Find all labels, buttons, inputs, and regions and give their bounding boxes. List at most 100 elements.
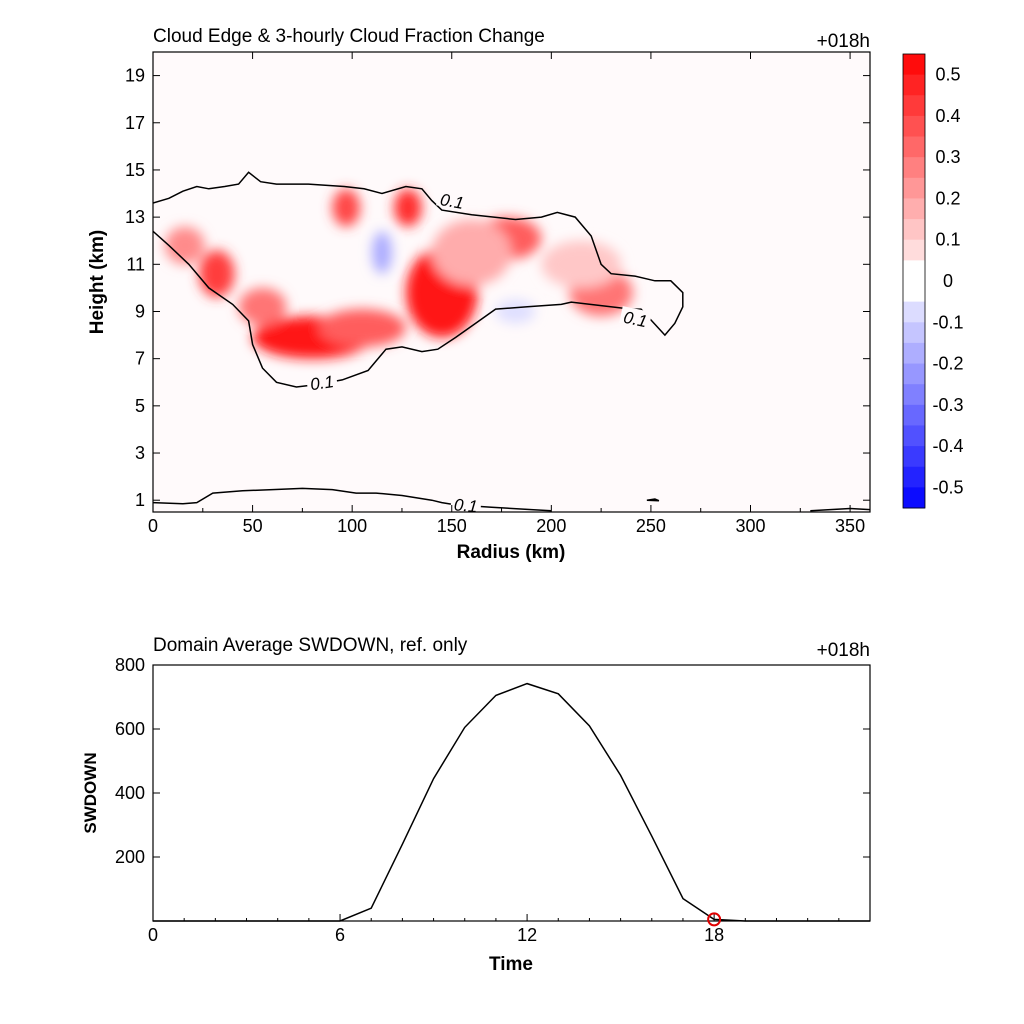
y-tick-label: 11: [126, 254, 145, 274]
colorbar-swatch: [903, 115, 925, 138]
colorbar-swatch: [903, 487, 925, 509]
x-tick-label: 300: [735, 516, 765, 536]
colorbar-label: -0.4: [932, 436, 963, 456]
colorbar-swatch: [903, 425, 925, 447]
y-tick-label: 1: [135, 490, 145, 510]
contour-label: 0.1: [439, 190, 466, 213]
colorbar-swatch: [903, 136, 925, 158]
colorbar: 0.5 0.4 0.3 0.2 0.1 0 -0.1 -0.2 -0.3 -0.4 -0.5: [902, 53, 964, 509]
colorbar-swatch: [903, 363, 925, 385]
colorbar-label: 0.5: [935, 65, 960, 85]
colorbar-swatch: [903, 446, 925, 468]
colorbar-label: -0.2: [932, 354, 963, 374]
field-blob-13: [495, 299, 536, 324]
colorbar-swatch: [903, 322, 925, 344]
y-tick-label: 19: [125, 66, 145, 86]
y-tick-label: 800: [115, 655, 145, 675]
field-blob-2: [318, 309, 406, 347]
contour-line-3: [646, 498, 660, 502]
heatmap-fields: [164, 188, 633, 359]
x-tick-label: 0: [148, 516, 158, 536]
heatmap-panel: Cloud Edge & 3-hourly Cloud Fraction Cha…: [87, 26, 871, 563]
contour-label-bg: [450, 494, 482, 514]
field-blob-6: [332, 188, 361, 227]
y-tick-label: 5: [135, 396, 145, 416]
y-tick-label: 600: [115, 719, 145, 739]
y-tick-label: 9: [135, 301, 145, 321]
x-tick-label: 12: [517, 925, 537, 945]
x-tick-label: 18: [704, 925, 724, 945]
heatmap-time-label: +018h: [817, 31, 870, 52]
colorbar-swatch: [903, 219, 925, 241]
contour-line-0: [153, 171, 684, 388]
line-y-axis: 200 400 600 800: [115, 655, 870, 867]
y-tick-label: 3: [135, 443, 145, 463]
colorbar-swatch: [903, 74, 925, 96]
x-tick-label: 250: [636, 516, 666, 536]
line-time-label: +018h: [817, 640, 870, 661]
swdown-line: [153, 682, 870, 922]
contour-labels: 0.1 0.1 0.1 0.1: [305, 188, 653, 516]
colorbar-swatch: [903, 301, 925, 323]
y-tick-label: 17: [125, 113, 145, 133]
heatmap-background: [153, 52, 870, 512]
colorbar-swatch: [903, 177, 925, 199]
x-tick-label: 200: [536, 516, 566, 536]
colorbar-label: 0.3: [935, 147, 960, 167]
contour-label: 0.1: [309, 372, 335, 394]
contour-line-2: [810, 507, 870, 512]
line-title: Domain Average SWDOWN, ref. only: [153, 635, 468, 656]
y-tick-label: 400: [115, 783, 145, 803]
contour-label-bg: [619, 306, 653, 329]
colorbar-frame: [902, 53, 926, 509]
x-tick-label: 50: [243, 516, 263, 536]
colorbar-swatch: [903, 198, 925, 220]
colorbar-label: 0: [943, 271, 953, 291]
x-tick-label: 100: [337, 516, 367, 536]
colorbar-label: 0.4: [935, 106, 960, 126]
current-time-marker: [707, 912, 722, 927]
x-tick-label: 6: [335, 925, 345, 945]
colorbar-swatch: [903, 260, 925, 282]
line-y-label: SWDOWN: [81, 752, 100, 833]
field-blob-7: [393, 188, 422, 227]
field-blob-11: [431, 219, 512, 286]
heatmap-x-label: Radius (km): [457, 542, 566, 563]
colorbar-swatch: [903, 404, 925, 426]
x-tick-label: 350: [835, 516, 865, 536]
line-x-label: Time: [489, 954, 533, 975]
line-frame: [152, 664, 871, 922]
field-blob-10: [541, 240, 622, 288]
field-blob-5: [164, 226, 205, 265]
field-blob-3: [198, 250, 235, 298]
colorbar-swatch: [903, 54, 925, 76]
heatmap-frame: [152, 51, 871, 513]
field-blob-12: [372, 231, 392, 274]
line-panel: Domain Average SWDOWN, ref. only +018h 0…: [81, 635, 871, 975]
y-tick-label: 15: [125, 160, 145, 180]
colorbar-label: -0.5: [932, 477, 963, 497]
colorbar-label: -0.3: [932, 395, 963, 415]
colorbar-label: 0.2: [935, 188, 960, 208]
x-tick-label: 150: [437, 516, 467, 536]
heatmap-title: Cloud Edge & 3-hourly Cloud Fraction Cha…: [153, 26, 545, 47]
colorbar-label: -0.1: [932, 312, 963, 332]
y-tick-label: 200: [115, 847, 145, 867]
colorbar-swatch: [903, 384, 925, 406]
contour-label-bg: [436, 188, 469, 211]
colorbar-swatch: [903, 157, 925, 179]
field-blob-4: [238, 287, 287, 326]
colorbar-swatch: [903, 342, 925, 365]
heatmap-y-label: Height (km): [87, 230, 108, 335]
contour-label: 0.1: [622, 308, 649, 331]
line-x-axis: 0 6 12 18: [148, 914, 871, 945]
y-tick-label: 13: [125, 207, 145, 227]
colorbar-label: 0.1: [935, 230, 960, 250]
contour-label-bg: [305, 370, 338, 392]
contour-label: 0.1: [453, 495, 478, 516]
heatmap-x-axis: 0 50 100 150 200 250 300 350: [148, 52, 865, 536]
colorbar-swatch: [903, 239, 925, 261]
colorbar-swatch: [903, 466, 925, 488]
